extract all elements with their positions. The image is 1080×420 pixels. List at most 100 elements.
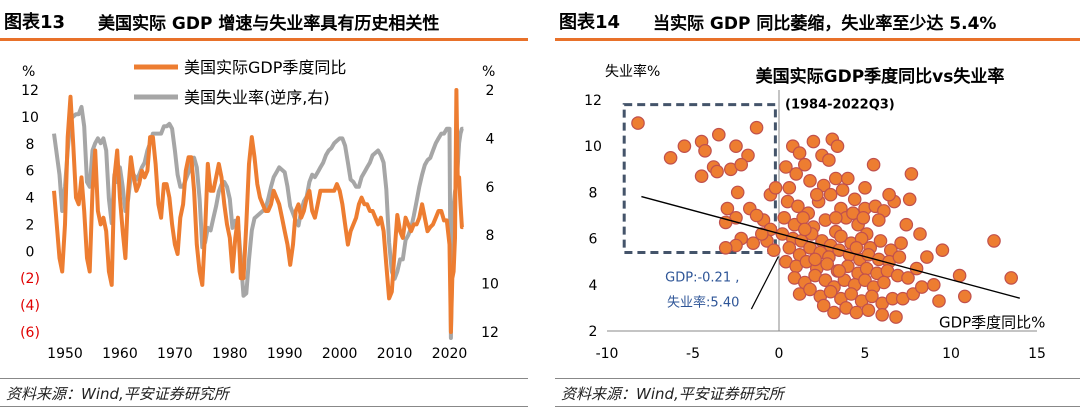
scatter-point — [730, 185, 745, 200]
scatter-point — [935, 243, 950, 257]
unemployment-series-line — [52, 104, 464, 340]
scatter-point — [849, 305, 864, 320]
scatter-point — [803, 174, 817, 188]
scatter-point — [822, 153, 836, 167]
right-title-bar: 图表14 当实际 GDP 同比萎缩，失业率至少达 5.4% — [555, 0, 1080, 41]
scatter-point — [828, 171, 843, 186]
scatter-point — [796, 211, 810, 225]
scatter-point — [913, 227, 927, 241]
left-source-note: 资料来源：Wind,平安证券研究所 — [0, 378, 528, 406]
scatter-point — [768, 181, 783, 195]
scatter-x-tick-label: 0 — [775, 346, 784, 362]
scatter-y-tick-label: 6 — [589, 232, 598, 248]
left-x-tick-label: 1950 — [47, 346, 83, 362]
scatter-point — [926, 277, 941, 292]
scatter-point — [952, 268, 967, 283]
scatter-point — [877, 275, 891, 290]
scatter-point — [698, 144, 712, 158]
scatter-point — [856, 211, 871, 225]
scatter-point — [847, 192, 862, 207]
scatter-point — [835, 183, 850, 197]
highlight-dashed-box — [622, 103, 777, 254]
right-y-tick-label: 2 — [486, 83, 495, 99]
scatter-point — [779, 160, 793, 174]
left-y-tick-label: (6) — [20, 325, 40, 341]
scatter-subtitle: (1984-2022Q3) — [785, 98, 895, 113]
left-x-tick-label: 2010 — [377, 346, 413, 362]
scatter-x-tick-label: 10 — [942, 346, 960, 362]
annotation-leader-line — [750, 256, 779, 310]
scatter-point — [749, 120, 764, 135]
legend-unemployment-label: 美国失业率(逆序,右) — [184, 88, 330, 107]
scatter-point — [755, 227, 769, 241]
left-x-tick-label: 1990 — [267, 346, 303, 362]
scatter-point — [718, 215, 733, 230]
scatter-point — [873, 234, 888, 248]
scatter-point — [663, 151, 678, 165]
left-title-bar: 图表13 美国实际 GDP 增速与失业率具有历史相关性 — [0, 0, 528, 41]
scatter-x-tick-label: 5 — [861, 346, 870, 362]
scatter-point — [820, 257, 834, 271]
scatter-point — [858, 181, 872, 195]
scatter-point — [875, 307, 889, 322]
left-x-tick-label: 2000 — [322, 346, 358, 362]
scatter-point — [828, 211, 843, 225]
scatter-point — [844, 287, 858, 301]
scatter-point — [830, 139, 845, 153]
scatter-y-tick-label: 8 — [589, 185, 598, 201]
right-source-note: 资料来源：Wind,平安证券研究所 — [555, 378, 1080, 406]
scatter-point — [823, 187, 838, 202]
scatter-point — [791, 199, 805, 214]
scatter-y-tick-label: 10 — [584, 139, 602, 155]
left-y-tick-label: 6 — [26, 164, 35, 180]
scatter-point — [782, 181, 797, 195]
right-y-tick-label: 10 — [481, 277, 499, 293]
scatter-point — [718, 241, 733, 255]
left-chart-panel: 图表13 美国实际 GDP 增速与失业率具有历史相关性 %% 12 10 8 6 4 2 0 (… — [0, 0, 528, 420]
scatter-point — [816, 178, 831, 193]
scatter-point — [823, 284, 838, 299]
left-y-tick-label: 0 — [26, 244, 35, 260]
scatter-point — [806, 134, 821, 149]
scatter-point — [899, 217, 914, 232]
trendline-label: GDP季度同比% — [939, 314, 1045, 332]
scatter-point — [808, 252, 822, 267]
scatter-point — [904, 167, 919, 181]
scatter-point — [789, 167, 803, 181]
left-chart: % % 12 10 8 6 4 2 0 (2) (4) (6) 2 4 6 8 10 12 1950 1960 1970… — [20, 58, 499, 362]
left-axis-unit: % — [22, 64, 35, 80]
scatter-point — [741, 148, 755, 163]
left-bottom-rule — [0, 406, 528, 407]
scatter-point — [892, 250, 907, 264]
right-axis-unit: % — [482, 64, 495, 80]
scatter-x-tick-label: -5 — [686, 346, 700, 362]
scatter-point — [677, 139, 692, 153]
scatter-point — [840, 171, 855, 186]
left-y-tick-label: 10 — [21, 110, 39, 126]
scatter-point — [866, 157, 881, 172]
scatter-point — [631, 116, 645, 130]
scatter-point — [798, 157, 812, 172]
left-y-tick-label: (4) — [20, 298, 40, 314]
scatter-point — [749, 208, 764, 223]
scatter-point — [901, 271, 915, 285]
trend-line — [641, 195, 1020, 299]
left-y-tick-label: (2) — [20, 271, 40, 287]
scatter-point — [889, 310, 903, 324]
scatter-point — [782, 241, 797, 255]
scatter-title: 美国实际GDP季度同比vs失业率 — [756, 66, 1005, 87]
scatter-point — [729, 139, 743, 153]
scatter-point — [914, 280, 929, 294]
left-x-tick-label: 1980 — [212, 346, 248, 362]
scatter-point — [710, 164, 724, 179]
scatter-point — [920, 250, 934, 264]
scatter-point — [894, 236, 908, 250]
right-bottom-rule — [555, 406, 1080, 407]
right-y-tick-label: 6 — [486, 180, 495, 196]
legend-gdp-label: 美国实际GDP季度同比 — [184, 58, 346, 77]
scatter-x-tick-label: -10 — [596, 346, 619, 362]
scatter-point — [694, 169, 709, 183]
scatter-point — [803, 282, 817, 297]
left-y-tick-label: 4 — [26, 191, 35, 207]
scatter-y-tick-label: 2 — [589, 324, 598, 340]
